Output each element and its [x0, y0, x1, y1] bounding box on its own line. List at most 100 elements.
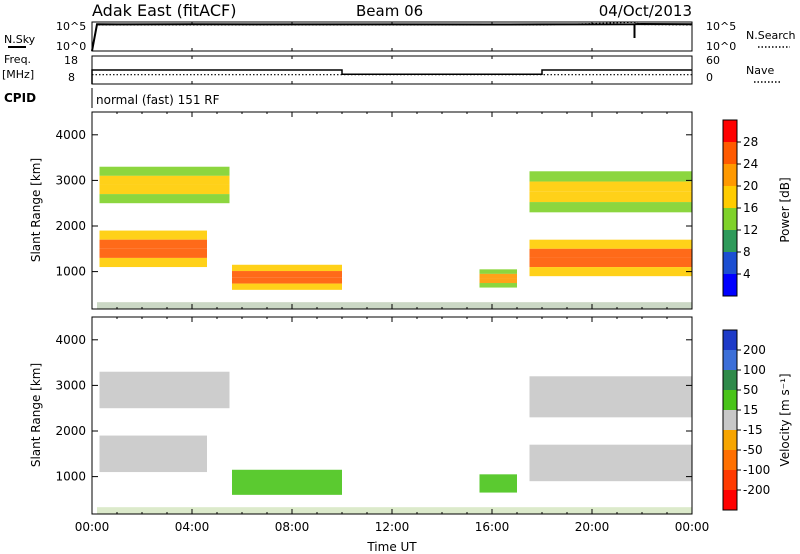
range-tick-label: 1000 — [55, 265, 86, 279]
noise-right-label: N.Search — [746, 29, 796, 42]
colorbar-label: -15 — [743, 423, 763, 437]
freq-series — [91, 69, 692, 84]
colorbar-label: -200 — [743, 483, 770, 497]
noise-panel-frame — [91, 21, 693, 52]
velocity-echo-cell — [479, 474, 517, 493]
power-echo-cell — [99, 230, 207, 240]
power-echo-cell — [529, 181, 692, 192]
power-echo-cell — [479, 273, 517, 279]
power-echo-cell — [529, 171, 692, 182]
power-echo-cell — [479, 278, 517, 284]
nave-tick-top: 60 — [706, 54, 720, 67]
velocity-echo-cell — [99, 371, 230, 409]
power-echo-cell — [529, 257, 692, 268]
colorbar-swatch — [723, 120, 737, 142]
colorbar-swatch — [723, 252, 737, 274]
velocity-echo-layer — [97, 371, 692, 514]
cpid-mode: normal (fast) 151 RF — [96, 93, 220, 107]
freq-tick-top: 18 — [64, 54, 78, 67]
velocity-echo-cell — [529, 444, 692, 482]
colorbar-swatch — [723, 390, 737, 410]
power-echo-cell — [99, 194, 230, 204]
colorbar-swatch — [723, 208, 737, 230]
power-echo-cell — [99, 248, 207, 258]
noise-left-label: N.Sky — [4, 33, 36, 46]
velocity-colorbar-title: Velocity [m s⁻¹] — [778, 373, 792, 466]
date-label: 04/Oct/2013 — [599, 2, 692, 20]
velocity-echo-cell — [529, 376, 692, 418]
time-axis-title: Time UT — [366, 540, 417, 554]
time-tick-label: 16:00 — [475, 520, 510, 534]
noise-right-tick-bottom: 10^0 — [706, 40, 736, 53]
freq-label-top: Freq. — [4, 53, 31, 66]
time-tick-label: 04:00 — [175, 520, 210, 534]
velocity-echo-cell — [232, 469, 342, 495]
power-colorbar-title: Power [dB] — [778, 177, 792, 242]
power-echo-cell — [529, 239, 692, 249]
colorbar-label: 8 — [743, 245, 751, 259]
range-tick-label: 2000 — [55, 424, 86, 438]
colorbar-label: 4 — [743, 267, 751, 281]
colorbar-label: 50 — [743, 383, 758, 397]
colorbar-swatch — [723, 230, 737, 252]
colorbar-swatch — [723, 142, 737, 164]
colorbar-swatch — [723, 450, 737, 470]
power-echo-cell — [99, 257, 207, 268]
beam-label: Beam 06 — [356, 2, 423, 20]
power-echo-cell — [232, 277, 342, 284]
colorbar-swatch — [723, 186, 737, 208]
velocity-ground-clutter — [97, 507, 692, 514]
nave-label: Nave — [746, 64, 774, 77]
colorbar-label: 15 — [743, 403, 758, 417]
noise-series — [91, 21, 693, 52]
noise-sky-line — [91, 22, 693, 52]
colorbar-swatch — [723, 370, 737, 390]
colorbar-label: 200 — [743, 343, 766, 357]
time-tick-label: 20:00 — [575, 520, 610, 534]
freq-tick-bottom: 8 — [68, 71, 75, 84]
colorbar-label: 20 — [743, 179, 758, 193]
colorbar-label: 24 — [743, 157, 758, 171]
power-echo-cell — [529, 202, 692, 213]
colorbar-label: -50 — [743, 443, 763, 457]
nave-tick-bottom: 0 — [706, 71, 713, 84]
colorbar-label: 28 — [743, 135, 758, 149]
colorbar-label: -100 — [743, 463, 770, 477]
velocity-colorbar: 200 100 50 15 -15 -50 -100 -200 — [722, 329, 770, 511]
colorbar-swatch — [723, 410, 737, 430]
power-echo-cell — [99, 175, 230, 185]
colorbar-swatch — [723, 470, 737, 490]
colorbar-swatch — [723, 274, 737, 296]
range-tick-label: 4000 — [55, 128, 86, 142]
noise-left-tick-top: 10^5 — [56, 20, 86, 33]
velocity-echo-cell — [99, 435, 207, 473]
power-range-title: Slant Range [km] — [29, 158, 43, 262]
power-echo-cell — [529, 248, 692, 258]
velocity-range-title: Slant Range [km] — [29, 363, 43, 467]
time-tick-label: 00:00 — [675, 520, 710, 534]
power-echo-cell — [479, 269, 517, 274]
colorbar-swatch — [723, 330, 737, 350]
colorbar-label: 12 — [743, 223, 758, 237]
power-echo-cell — [232, 264, 342, 272]
power-echo-cell — [99, 239, 207, 249]
time-tick-label: 12:00 — [375, 520, 410, 534]
cpid-label: CPID — [4, 91, 36, 105]
colorbar-swatch — [723, 430, 737, 450]
time-axis: 00:00 04:00 08:00 12:00 16:00 20:00 00:00 — [75, 22, 710, 534]
power-echo-cell — [479, 283, 517, 288]
power-echo-cell — [529, 267, 692, 277]
range-tick-label: 3000 — [55, 378, 86, 392]
power-echo-cell — [529, 191, 692, 203]
power-echo-cell — [99, 184, 230, 195]
colorbar-swatch — [723, 350, 737, 370]
power-echo-cell — [232, 283, 342, 290]
power-ground-clutter — [97, 302, 692, 309]
power-echo-cell — [99, 166, 230, 176]
station-title: Adak East (fitACF) — [92, 1, 236, 20]
power-echo-cell — [232, 271, 342, 278]
velocity-range-axis: 4000 3000 2000 1000 — [55, 333, 692, 484]
noise-left-tick-bottom: 10^0 — [56, 40, 86, 53]
